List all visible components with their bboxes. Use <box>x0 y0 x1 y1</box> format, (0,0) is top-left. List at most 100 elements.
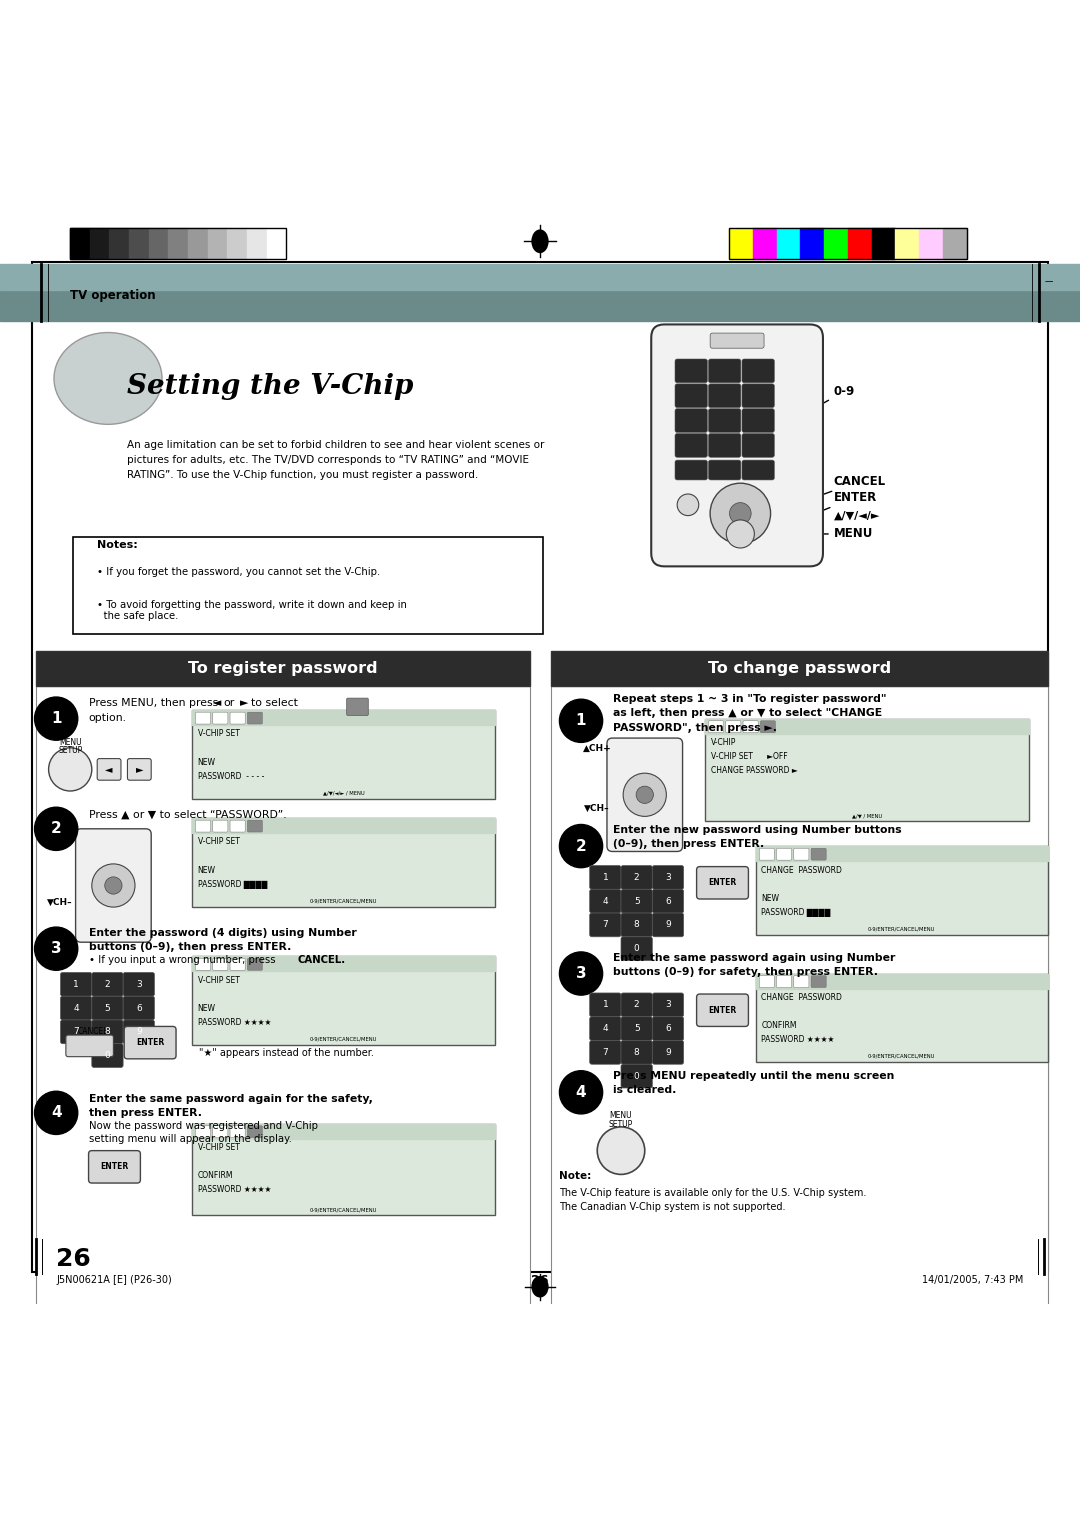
FancyBboxPatch shape <box>675 359 707 382</box>
FancyBboxPatch shape <box>708 359 741 382</box>
Text: ENTER: ENTER <box>818 490 877 512</box>
Text: • If you input a wrong number, press: • If you input a wrong number, press <box>89 955 279 964</box>
Text: buttons (0–9) for safety, then press ENTER.: buttons (0–9) for safety, then press ENT… <box>613 967 878 976</box>
FancyBboxPatch shape <box>621 914 652 937</box>
Text: ▲/▼/◄/►: ▲/▼/◄/► <box>834 510 880 521</box>
FancyBboxPatch shape <box>811 976 826 987</box>
Text: 9: 9 <box>136 1027 141 1036</box>
Bar <box>188 228 207 258</box>
Text: Press MENU repeatedly until the menu screen: Press MENU repeatedly until the menu scr… <box>613 1071 895 1082</box>
Text: 1: 1 <box>603 1001 608 1010</box>
Text: 4: 4 <box>51 1105 62 1120</box>
Text: 0-9/ENTER/CANCEL/MENU: 0-9/ENTER/CANCEL/MENU <box>310 1036 377 1042</box>
FancyBboxPatch shape <box>621 993 652 1016</box>
FancyBboxPatch shape <box>621 1063 652 1088</box>
Text: or: or <box>224 698 234 707</box>
Text: CHANGE PASSWORD ►: CHANGE PASSWORD ► <box>711 766 797 775</box>
FancyBboxPatch shape <box>590 889 621 914</box>
FancyBboxPatch shape <box>230 958 245 970</box>
Text: ◄: ◄ <box>213 698 221 707</box>
Bar <box>192 817 495 833</box>
FancyBboxPatch shape <box>621 889 652 914</box>
FancyBboxPatch shape <box>742 408 774 432</box>
Text: (0–9), then press ENTER.: (0–9), then press ENTER. <box>613 839 765 850</box>
Bar <box>895 228 919 258</box>
Text: CHANGE  PASSWORD: CHANGE PASSWORD <box>761 993 842 1002</box>
Bar <box>168 228 188 258</box>
Text: 8: 8 <box>634 920 639 929</box>
Text: MENU: MENU <box>59 738 81 747</box>
Text: CANCEL: CANCEL <box>818 475 886 497</box>
Text: V-CHIP: V-CHIP <box>711 738 735 747</box>
FancyBboxPatch shape <box>60 972 92 996</box>
Text: then press ENTER.: then press ENTER. <box>89 1108 202 1118</box>
Bar <box>753 228 777 258</box>
FancyBboxPatch shape <box>652 1041 684 1063</box>
FancyBboxPatch shape <box>127 758 151 781</box>
FancyBboxPatch shape <box>230 712 245 724</box>
Text: ▲CH+: ▲CH+ <box>583 744 611 753</box>
Text: CANCEL.: CANCEL. <box>297 955 346 964</box>
FancyBboxPatch shape <box>97 758 121 781</box>
FancyBboxPatch shape <box>708 460 741 480</box>
Text: Press ▲ or ▼ to select “PASSWORD”.: Press ▲ or ▼ to select “PASSWORD”. <box>89 810 286 821</box>
Text: buttons (0–9), then press ENTER.: buttons (0–9), then press ENTER. <box>89 941 291 952</box>
Text: PASSWORD ★★★★: PASSWORD ★★★★ <box>761 1034 835 1044</box>
FancyBboxPatch shape <box>247 821 262 833</box>
Text: 4: 4 <box>603 1024 608 1033</box>
Text: PASSWORD ★★★★: PASSWORD ★★★★ <box>198 1018 271 1027</box>
FancyBboxPatch shape <box>697 866 748 898</box>
FancyBboxPatch shape <box>711 333 764 348</box>
Text: ENTER: ENTER <box>708 879 737 888</box>
FancyBboxPatch shape <box>652 865 684 889</box>
Text: 5: 5 <box>634 897 639 906</box>
Text: TV operation: TV operation <box>70 289 156 303</box>
Text: Enter the new password using Number buttons: Enter the new password using Number butt… <box>613 825 902 836</box>
Text: ENTER: ENTER <box>100 1163 129 1172</box>
Circle shape <box>597 1126 645 1175</box>
Text: An age limitation can be set to forbid children to see and hear violent scenes o: An age limitation can be set to forbid c… <box>127 440 544 480</box>
Text: 6: 6 <box>665 1024 671 1033</box>
Text: Enter the same password again for the safety,: Enter the same password again for the sa… <box>89 1094 373 1105</box>
Text: 0: 0 <box>105 1051 110 1060</box>
FancyBboxPatch shape <box>708 434 741 457</box>
Text: 2: 2 <box>634 872 639 882</box>
Text: PASSWORD  - - - -: PASSWORD - - - - <box>198 772 264 781</box>
Text: PASSWORD ★★★★: PASSWORD ★★★★ <box>198 1186 271 1195</box>
Text: ▲/▼ / MENU: ▲/▼ / MENU <box>852 813 882 817</box>
Text: Enter the password (4 digits) using Number: Enter the password (4 digits) using Numb… <box>89 927 356 938</box>
Bar <box>90 228 109 258</box>
FancyBboxPatch shape <box>247 1126 262 1138</box>
Circle shape <box>35 807 78 851</box>
Text: MENU: MENU <box>610 1111 632 1120</box>
FancyBboxPatch shape <box>66 1034 113 1057</box>
Text: 9: 9 <box>665 1048 671 1057</box>
FancyBboxPatch shape <box>73 538 543 634</box>
Text: 26: 26 <box>56 1247 91 1271</box>
Text: 3: 3 <box>51 941 62 957</box>
FancyBboxPatch shape <box>675 384 707 408</box>
Text: ▲/▼/◄/► / MENU: ▲/▼/◄/► / MENU <box>323 790 364 795</box>
Text: 2: 2 <box>51 822 62 836</box>
FancyBboxPatch shape <box>60 996 92 1021</box>
Text: "★" appears instead of the number.: "★" appears instead of the number. <box>199 1048 374 1057</box>
Text: to select: to select <box>251 698 297 707</box>
Bar <box>824 228 848 258</box>
Text: PASSWORD", then press ►.: PASSWORD", then press ►. <box>613 723 778 732</box>
Text: 6: 6 <box>136 1004 141 1013</box>
Ellipse shape <box>531 229 549 254</box>
Text: Setting the V-Chip: Setting the V-Chip <box>127 373 414 399</box>
Text: 4: 4 <box>73 1004 79 1013</box>
Text: • If you forget the password, you cannot set the V-Chip.: • If you forget the password, you cannot… <box>97 567 380 578</box>
Text: SETUP: SETUP <box>609 1120 633 1129</box>
Text: is cleared.: is cleared. <box>613 1085 677 1096</box>
Bar <box>756 973 1048 989</box>
Text: ►: ► <box>136 764 143 775</box>
Text: 0-9: 0-9 <box>818 385 855 406</box>
FancyBboxPatch shape <box>621 937 652 961</box>
FancyBboxPatch shape <box>123 1021 154 1044</box>
FancyBboxPatch shape <box>590 914 621 937</box>
Text: 3: 3 <box>136 979 141 989</box>
Bar <box>267 228 286 258</box>
Bar <box>227 228 247 258</box>
